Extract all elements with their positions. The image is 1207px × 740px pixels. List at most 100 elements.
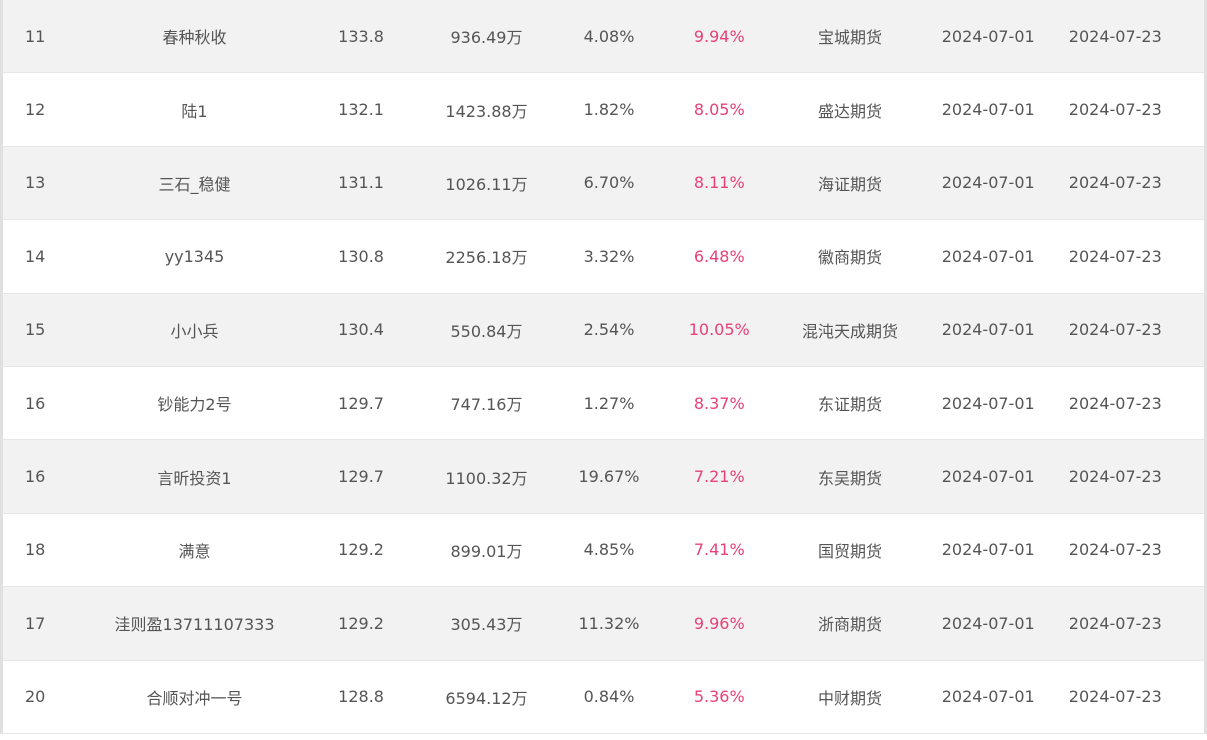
start-date-cell: 2024-07-01 <box>941 173 1035 193</box>
end-date-cell: 2024-07-23 <box>1068 687 1162 707</box>
drawdown-cell: 11.32% <box>578 613 640 633</box>
end-date-cell: 2024-07-23 <box>1068 246 1162 266</box>
score-cell: 130.4 <box>338 320 384 340</box>
rank-cell: 17 <box>25 613 46 633</box>
table-row[interactable]: 16 钞能力2号 129.7 747.16万 1.27% 8.37% 东证期货 … <box>0 366 1207 441</box>
equity-cell: 2256.18万 <box>445 248 528 268</box>
start-date-cell: 2024-07-01 <box>941 393 1035 413</box>
table-row[interactable]: 14 yy1345 130.8 2256.18万 3.32% 6.48% 徽商期… <box>0 220 1207 294</box>
broker-cell: 混沌天成期货 <box>802 321 899 341</box>
table-row[interactable]: 17 洼则盈13711107333 129.2 305.43万 11.32% 9… <box>0 587 1207 661</box>
end-date-cell: 2024-07-23 <box>1068 393 1162 413</box>
start-date-cell: 2024-07-01 <box>941 26 1035 46</box>
broker-cell: 东证期货 <box>818 395 883 415</box>
end-date-cell: 2024-07-23 <box>1068 467 1162 487</box>
broker-cell: 盛达期货 <box>818 101 883 121</box>
table-row[interactable]: 20 合顺对冲一号 128.8 6594.12万 0.84% 5.36% 中财期… <box>0 660 1207 734</box>
end-date-cell: 2024-07-23 <box>1068 26 1162 46</box>
start-date-cell: 2024-07-01 <box>941 246 1035 266</box>
rank-cell: 14 <box>25 246 46 266</box>
table-row[interactable]: 16 言昕投资1 129.7 1100.32万 19.67% 7.21% 东吴期… <box>0 440 1207 514</box>
drawdown-cell: 19.67% <box>578 467 640 487</box>
equity-cell: 1100.32万 <box>445 468 528 488</box>
account-name-cell: 陆1 <box>181 101 208 121</box>
equity-cell: 1026.11万 <box>445 174 528 194</box>
start-date-cell: 2024-07-01 <box>941 320 1035 340</box>
start-date-cell: 2024-07-01 <box>941 613 1035 633</box>
rank-cell: 18 <box>25 540 46 560</box>
end-date-cell: 2024-07-23 <box>1068 540 1162 560</box>
end-date-cell: 2024-07-23 <box>1068 613 1162 633</box>
start-date-cell: 2024-07-01 <box>941 687 1035 707</box>
broker-cell: 徽商期货 <box>818 248 883 268</box>
table-row[interactable]: 12 陆1 132.1 1423.88万 1.82% 8.05% 盛达期货 20… <box>0 73 1207 147</box>
return-cell: 9.96% <box>693 613 745 633</box>
score-cell: 129.2 <box>338 613 384 633</box>
equity-cell: 899.01万 <box>450 541 523 561</box>
score-cell: 132.1 <box>338 100 384 120</box>
rank-cell: 11 <box>25 26 46 46</box>
table-row[interactable]: 13 三石_稳健 131.1 1026.11万 6.70% 8.11% 海证期货… <box>0 146 1207 221</box>
return-cell: 8.11% <box>693 173 745 193</box>
rank-cell: 12 <box>25 100 46 120</box>
broker-cell: 东吴期货 <box>818 468 883 488</box>
rank-cell: 16 <box>25 393 46 413</box>
return-cell: 8.37% <box>693 393 745 413</box>
account-name-cell: 三石_稳健 <box>158 174 231 194</box>
start-date-cell: 2024-07-01 <box>941 100 1035 120</box>
score-cell: 130.8 <box>338 246 384 266</box>
drawdown-cell: 4.85% <box>583 540 635 560</box>
end-date-cell: 2024-07-23 <box>1068 320 1162 340</box>
return-cell: 10.05% <box>688 320 750 340</box>
drawdown-cell: 1.82% <box>583 100 635 120</box>
equity-cell: 6594.12万 <box>445 688 528 708</box>
start-date-cell: 2024-07-01 <box>941 540 1035 560</box>
broker-cell: 国贸期货 <box>818 541 883 561</box>
account-name-cell: 言昕投资1 <box>157 468 232 488</box>
table-row[interactable]: 15 小小兵 130.4 550.84万 2.54% 10.05% 混沌天成期货… <box>0 293 1207 367</box>
score-cell: 129.2 <box>338 540 384 560</box>
return-cell: 6.48% <box>693 246 745 266</box>
drawdown-cell: 0.84% <box>583 687 635 707</box>
score-cell: 129.7 <box>338 467 384 487</box>
broker-cell: 宝城期货 <box>818 28 883 48</box>
account-name-cell: 钞能力2号 <box>157 395 232 415</box>
start-date-cell: 2024-07-01 <box>941 467 1035 487</box>
score-cell: 128.8 <box>338 687 384 707</box>
rank-cell: 16 <box>25 467 46 487</box>
equity-cell: 936.49万 <box>450 28 523 48</box>
return-cell: 9.94% <box>693 26 745 46</box>
broker-cell: 中财期货 <box>818 688 883 708</box>
table-row[interactable]: 18 满意 129.2 899.01万 4.85% 7.41% 国贸期货 202… <box>0 513 1207 588</box>
account-name-cell: 满意 <box>178 541 211 561</box>
score-cell: 129.7 <box>338 393 384 413</box>
account-name-cell: 合顺对冲一号 <box>146 688 243 708</box>
account-name-cell: 春种秋收 <box>162 28 227 48</box>
drawdown-cell: 4.08% <box>583 26 635 46</box>
drawdown-cell: 3.32% <box>583 246 635 266</box>
score-cell: 133.8 <box>338 26 384 46</box>
drawdown-cell: 6.70% <box>583 173 635 193</box>
rank-cell: 15 <box>25 320 46 340</box>
broker-cell: 浙商期货 <box>818 615 883 635</box>
score-cell: 131.1 <box>338 173 384 193</box>
return-cell: 7.21% <box>693 467 745 487</box>
table-row[interactable]: 11 春种秋收 133.8 936.49万 4.08% 9.94% 宝城期货 2… <box>0 0 1207 74</box>
account-name-cell: 小小兵 <box>170 321 219 341</box>
equity-cell: 747.16万 <box>450 395 523 415</box>
return-cell: 8.05% <box>693 100 745 120</box>
equity-cell: 305.43万 <box>450 615 523 635</box>
drawdown-cell: 1.27% <box>583 393 635 413</box>
drawdown-cell: 2.54% <box>583 320 635 340</box>
equity-cell: 1423.88万 <box>445 101 528 121</box>
rank-cell: 13 <box>25 173 46 193</box>
return-cell: 5.36% <box>693 687 745 707</box>
broker-cell: 海证期货 <box>818 174 883 194</box>
end-date-cell: 2024-07-23 <box>1068 173 1162 193</box>
return-cell: 7.41% <box>693 540 745 560</box>
end-date-cell: 2024-07-23 <box>1068 100 1162 120</box>
account-name-cell: 洼则盈13711107333 <box>114 615 275 635</box>
account-name-cell: yy1345 <box>164 246 225 266</box>
rank-cell: 20 <box>25 687 46 707</box>
